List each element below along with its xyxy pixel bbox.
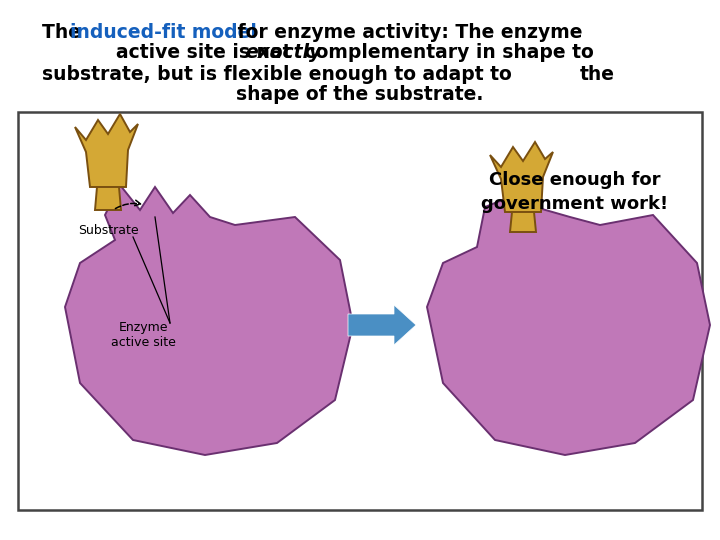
Text: active site is not: active site is not — [116, 44, 298, 63]
Polygon shape — [75, 114, 138, 187]
Text: induced-fit model: induced-fit model — [70, 23, 257, 42]
Polygon shape — [510, 212, 536, 232]
Polygon shape — [65, 185, 353, 455]
Polygon shape — [427, 197, 710, 455]
Text: for enzyme activity: The enzyme: for enzyme activity: The enzyme — [231, 23, 582, 42]
Text: Close enough for
government work!: Close enough for government work! — [482, 171, 669, 213]
Polygon shape — [95, 187, 121, 210]
Text: complementary in shape to: complementary in shape to — [298, 44, 594, 63]
Text: substrate, but is flexible enough to adapt to: substrate, but is flexible enough to ada… — [42, 64, 512, 84]
Text: Substrate: Substrate — [78, 224, 138, 237]
Text: shape of the substrate.: shape of the substrate. — [236, 85, 484, 105]
Text: the: the — [580, 64, 615, 84]
Bar — [18, 112, 702, 510]
Polygon shape — [490, 142, 553, 212]
Text: Enzyme
active site: Enzyme active site — [111, 321, 176, 349]
Text: The: The — [42, 23, 88, 42]
Text: exactly: exactly — [245, 44, 321, 63]
FancyArrow shape — [348, 305, 416, 345]
